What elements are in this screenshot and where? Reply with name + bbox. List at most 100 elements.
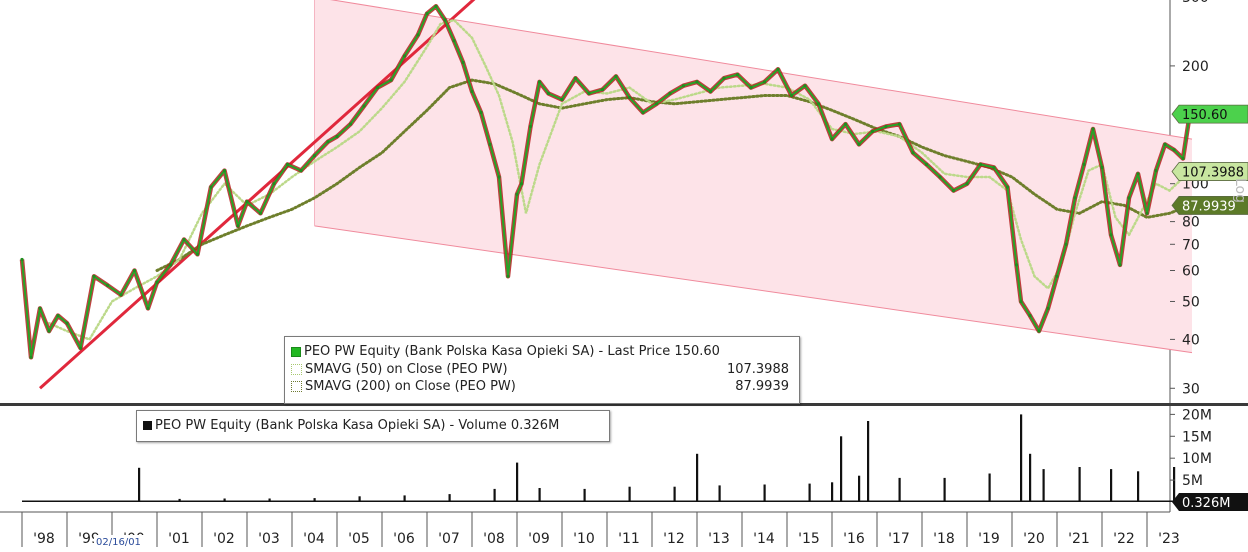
price-point: [443, 18, 447, 22]
x-axis-tick-label: '16: [843, 531, 865, 547]
price-point: [1136, 172, 1140, 176]
last-value-badge-label: 150.60: [1182, 108, 1228, 123]
price-point: [668, 91, 672, 96]
price-point: [911, 151, 915, 155]
volume-axis-tick-label: 15M: [1182, 429, 1212, 445]
volume-bar: [583, 488, 586, 502]
volume-bar: [1137, 471, 1140, 502]
volume-bar: [448, 494, 451, 502]
volume-bar: [943, 477, 946, 502]
volume-bar: [628, 486, 631, 502]
price-point: [515, 192, 519, 196]
legend-row-sma50: SMAVG (50) on Close (PEO PW): [291, 361, 508, 378]
volume-bar: [858, 475, 861, 502]
volume-last-value-badge-bg: [1172, 493, 1248, 511]
volume-bar: [1110, 469, 1113, 502]
volume-bar: [867, 421, 870, 502]
volume-bar: [1078, 467, 1081, 502]
price-point: [92, 274, 96, 278]
price-axis-tick-label: 40: [1182, 332, 1200, 348]
support-trend-line: [38, 0, 476, 390]
price-point: [749, 86, 753, 90]
x-axis-tick-label: '03: [258, 531, 280, 547]
date-badge-bg: [94, 535, 148, 547]
volume-bar: [673, 486, 676, 502]
price-point: [762, 80, 767, 84]
price-point: [1163, 142, 1167, 146]
price-point: [614, 74, 618, 78]
x-axis-tick-label: '02: [213, 531, 235, 547]
price-point: [965, 182, 969, 186]
price-point: [1154, 169, 1158, 173]
volume-bar: [223, 498, 226, 502]
price-point: [600, 88, 605, 92]
volume-bar: [1042, 469, 1045, 502]
price-point: [362, 104, 366, 108]
price-point: [537, 80, 542, 84]
price-point: [641, 110, 645, 115]
price-point: [497, 175, 501, 179]
volume-axis-tick-label: 20M: [1182, 407, 1212, 423]
x-axis-tick-label: '06: [393, 531, 415, 547]
price-point: [843, 122, 848, 126]
volume-bar: [1029, 453, 1032, 502]
price-point: [326, 140, 330, 144]
price-point: [209, 185, 213, 189]
price-point: [1145, 211, 1149, 215]
price-point: [1037, 329, 1041, 333]
legend-sma200-value: 87.9939: [735, 379, 789, 394]
price-point: [29, 355, 33, 359]
price-point: [857, 142, 861, 146]
volume-bar: [808, 483, 811, 502]
price-point: [627, 96, 632, 100]
legend-row-sma200: SMAVG (200) on Close (PEO PW): [291, 378, 516, 395]
x-axis-tick-label: '22: [1113, 531, 1135, 547]
price-point: [20, 257, 24, 262]
volume-bar: [43, 501, 46, 502]
channel-lower-line: [314, 225, 1193, 354]
price-point: [1082, 162, 1086, 166]
price-point: [168, 263, 173, 267]
last-value-badge-label: 107.3988: [1182, 166, 1244, 181]
volume-bar: [268, 498, 271, 502]
price-point: [695, 80, 699, 84]
volume-bar: [516, 462, 519, 502]
x-axis-tick-label: '98: [33, 531, 55, 547]
scale-label: Log: [1232, 178, 1248, 203]
volume-bar: [763, 484, 766, 502]
price-point: [272, 182, 276, 186]
sma200-line: [155, 78, 1192, 272]
volume-bar: [493, 488, 496, 502]
x-axis-tick-label: '01: [168, 531, 190, 547]
price-point: [1046, 306, 1050, 310]
date-badge: 02/16/01: [96, 537, 141, 547]
price-point: [38, 306, 42, 310]
price-point: [1118, 263, 1122, 267]
x-axis-tick-label: '17: [888, 531, 910, 547]
price-point: [258, 211, 263, 215]
last-value-badge-label: 87.9939: [1182, 199, 1236, 214]
x-axis-tick-label: '08: [483, 531, 505, 547]
price-point: [681, 84, 686, 88]
regression-channel-band: [314, 0, 1192, 353]
x-axis-tick-label: '15: [798, 531, 820, 547]
volume-bar: [178, 498, 181, 502]
price-point: [195, 252, 200, 256]
price-point: [425, 12, 429, 16]
price-point: [1005, 185, 1010, 189]
price-point: [1073, 196, 1077, 200]
x-axis-tick-label: '13: [708, 531, 730, 547]
price-point: [803, 84, 807, 88]
price-point: [1019, 299, 1023, 304]
price-point: [951, 189, 956, 193]
volume-bar: [1173, 467, 1176, 502]
volume-axis-tick-label: 5M: [1182, 473, 1203, 489]
price-axis-tick-label: 80: [1182, 215, 1200, 231]
price-point: [1055, 274, 1059, 278]
panel-divider: [0, 403, 1248, 406]
price-point: [479, 110, 483, 115]
x-axis-tick-label: '23: [1158, 531, 1180, 547]
price-point: [528, 124, 533, 129]
price-point: [119, 293, 123, 297]
